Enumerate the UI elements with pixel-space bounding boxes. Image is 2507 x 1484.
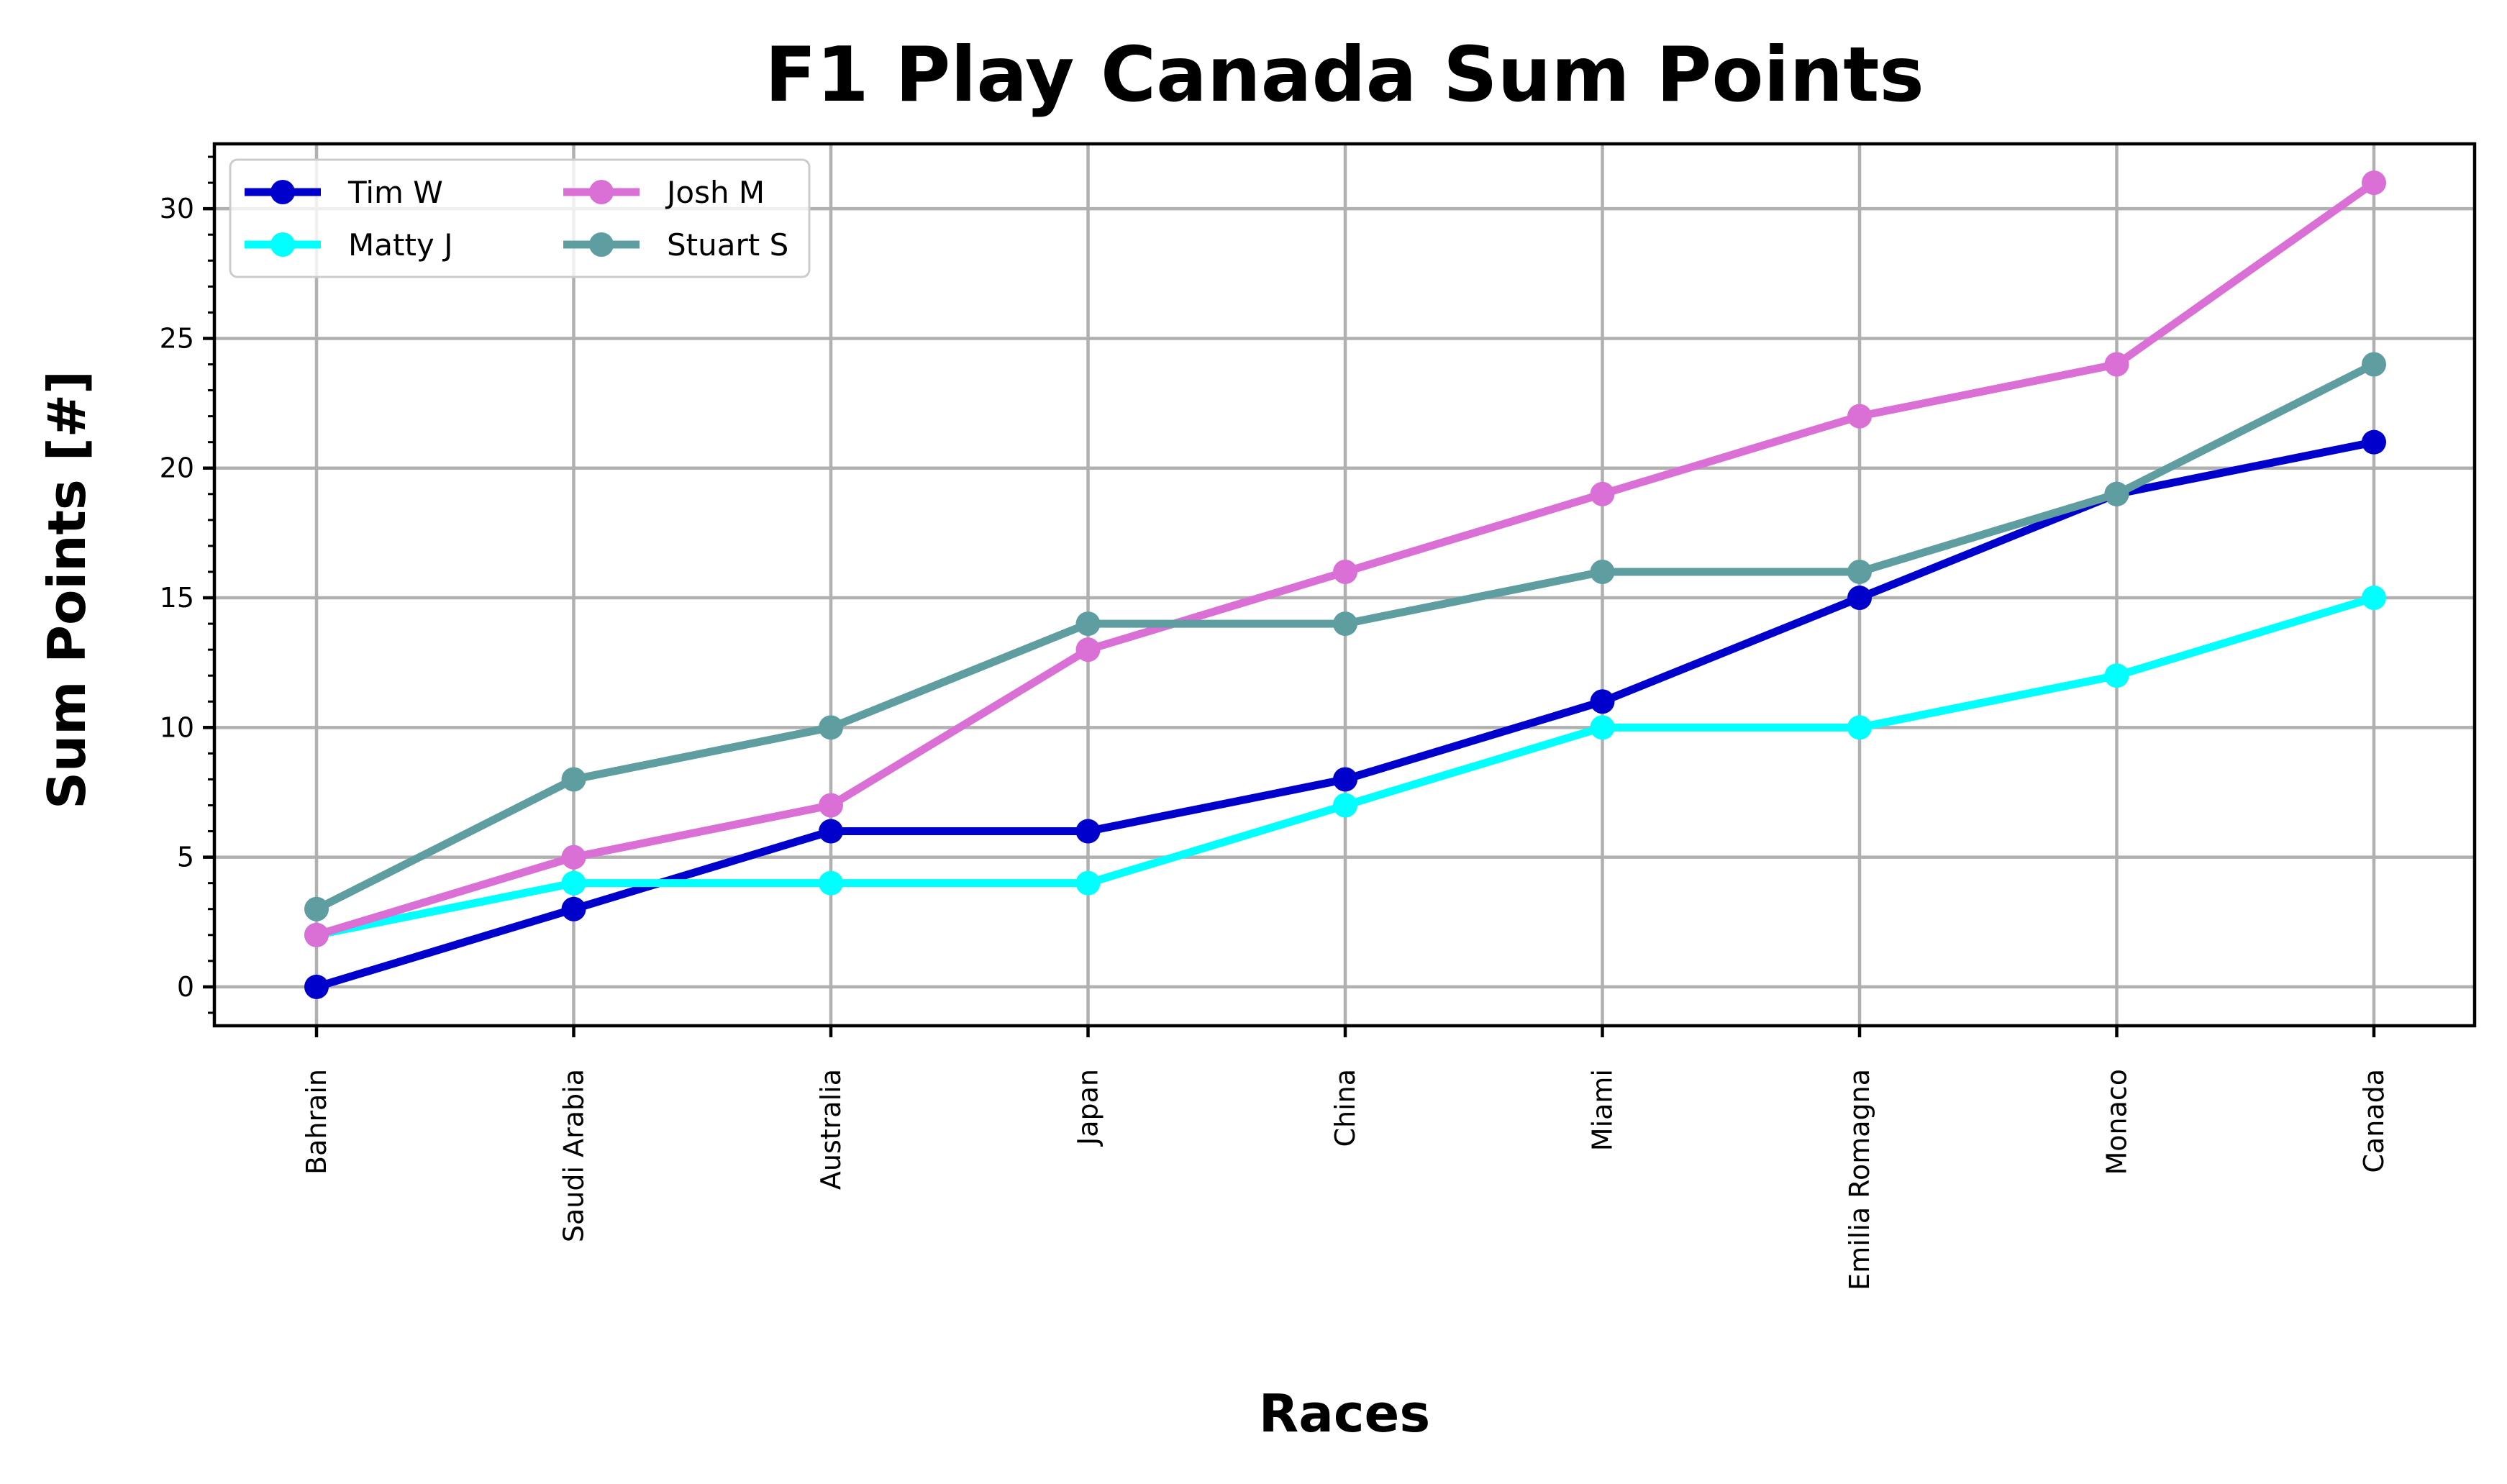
legend-item: Tim W <box>245 175 443 210</box>
data-point <box>561 845 586 870</box>
data-point <box>561 896 586 921</box>
y-tick-label: 30 <box>160 193 194 224</box>
data-point <box>1333 793 1357 818</box>
y-tick-label: 20 <box>160 452 194 484</box>
legend-box <box>229 158 811 278</box>
data-point <box>2362 352 2386 377</box>
series-stuart-s <box>304 352 2386 921</box>
data-point <box>1333 559 1357 584</box>
data-point <box>1333 767 1357 792</box>
x-tick-label: Monaco <box>2101 1069 2133 1175</box>
data-point <box>1590 689 1615 714</box>
data-point <box>819 793 843 818</box>
legend-marker <box>589 232 614 257</box>
legend-label: Matty J <box>348 227 453 263</box>
data-point <box>819 870 843 896</box>
legend: Tim W Matty J Josh M Stuart S <box>229 158 811 278</box>
data-point <box>561 870 586 896</box>
data-point <box>2104 481 2129 506</box>
y-tick-label: 0 <box>177 971 194 1003</box>
data-point <box>1075 637 1101 663</box>
data-point <box>1847 715 1872 740</box>
data-point <box>1590 559 1615 584</box>
data-point <box>1075 819 1101 844</box>
series-group <box>304 170 2386 999</box>
y-axis-label: Sum Points [#] <box>37 370 97 809</box>
data-point <box>1075 611 1101 637</box>
data-point <box>304 922 329 947</box>
x-tick-label: Japan <box>1073 1069 1104 1147</box>
legend-item: Josh M <box>563 175 765 210</box>
data-point <box>561 767 586 792</box>
x-tick-label: Bahrain <box>301 1069 332 1175</box>
data-point <box>2104 663 2129 688</box>
legend-item: Stuart S <box>563 227 788 263</box>
y-tick-label: 10 <box>160 711 194 743</box>
legend-marker <box>270 180 295 204</box>
data-point <box>2362 170 2386 196</box>
data-point <box>1075 870 1101 896</box>
data-point <box>819 715 843 740</box>
data-point <box>304 896 329 921</box>
data-point <box>2362 429 2386 455</box>
legend-label: Josh M <box>665 175 765 210</box>
data-point <box>1590 715 1615 740</box>
data-point <box>1847 404 1872 429</box>
legend-marker <box>589 180 614 204</box>
data-point <box>1847 586 1872 611</box>
chart-title: F1 Play Canada Sum Points <box>765 31 1924 119</box>
axis-ticks: Bahrain Saudi Arabia Australia Japan China Mi… <box>160 155 2390 1290</box>
series-josh-m <box>304 170 2386 947</box>
legend-item: Matty J <box>245 227 453 263</box>
legend-label: Stuart S <box>667 227 788 263</box>
data-point <box>304 974 329 999</box>
x-axis-label: Races <box>1259 1383 1430 1444</box>
x-tick-label: China <box>1329 1069 1361 1147</box>
x-tick-label: Emilia Romagna <box>1844 1069 1875 1290</box>
y-tick-label: 15 <box>160 582 194 614</box>
data-point <box>2104 352 2129 377</box>
x-tick-label: Saudi Arabia <box>558 1069 590 1242</box>
y-tick-label: 5 <box>177 842 194 873</box>
data-point <box>1847 559 1872 584</box>
x-tick-label: Miami <box>1587 1069 1619 1151</box>
x-tick-label: Australia <box>815 1069 847 1190</box>
data-point <box>1333 611 1357 637</box>
y-tick-label: 25 <box>160 322 194 354</box>
legend-marker <box>270 232 295 257</box>
data-point <box>819 819 843 844</box>
x-tick-label: Canada <box>2358 1069 2390 1173</box>
data-point <box>2362 586 2386 611</box>
legend-label: Tim W <box>347 175 443 210</box>
data-point <box>1590 481 1615 506</box>
